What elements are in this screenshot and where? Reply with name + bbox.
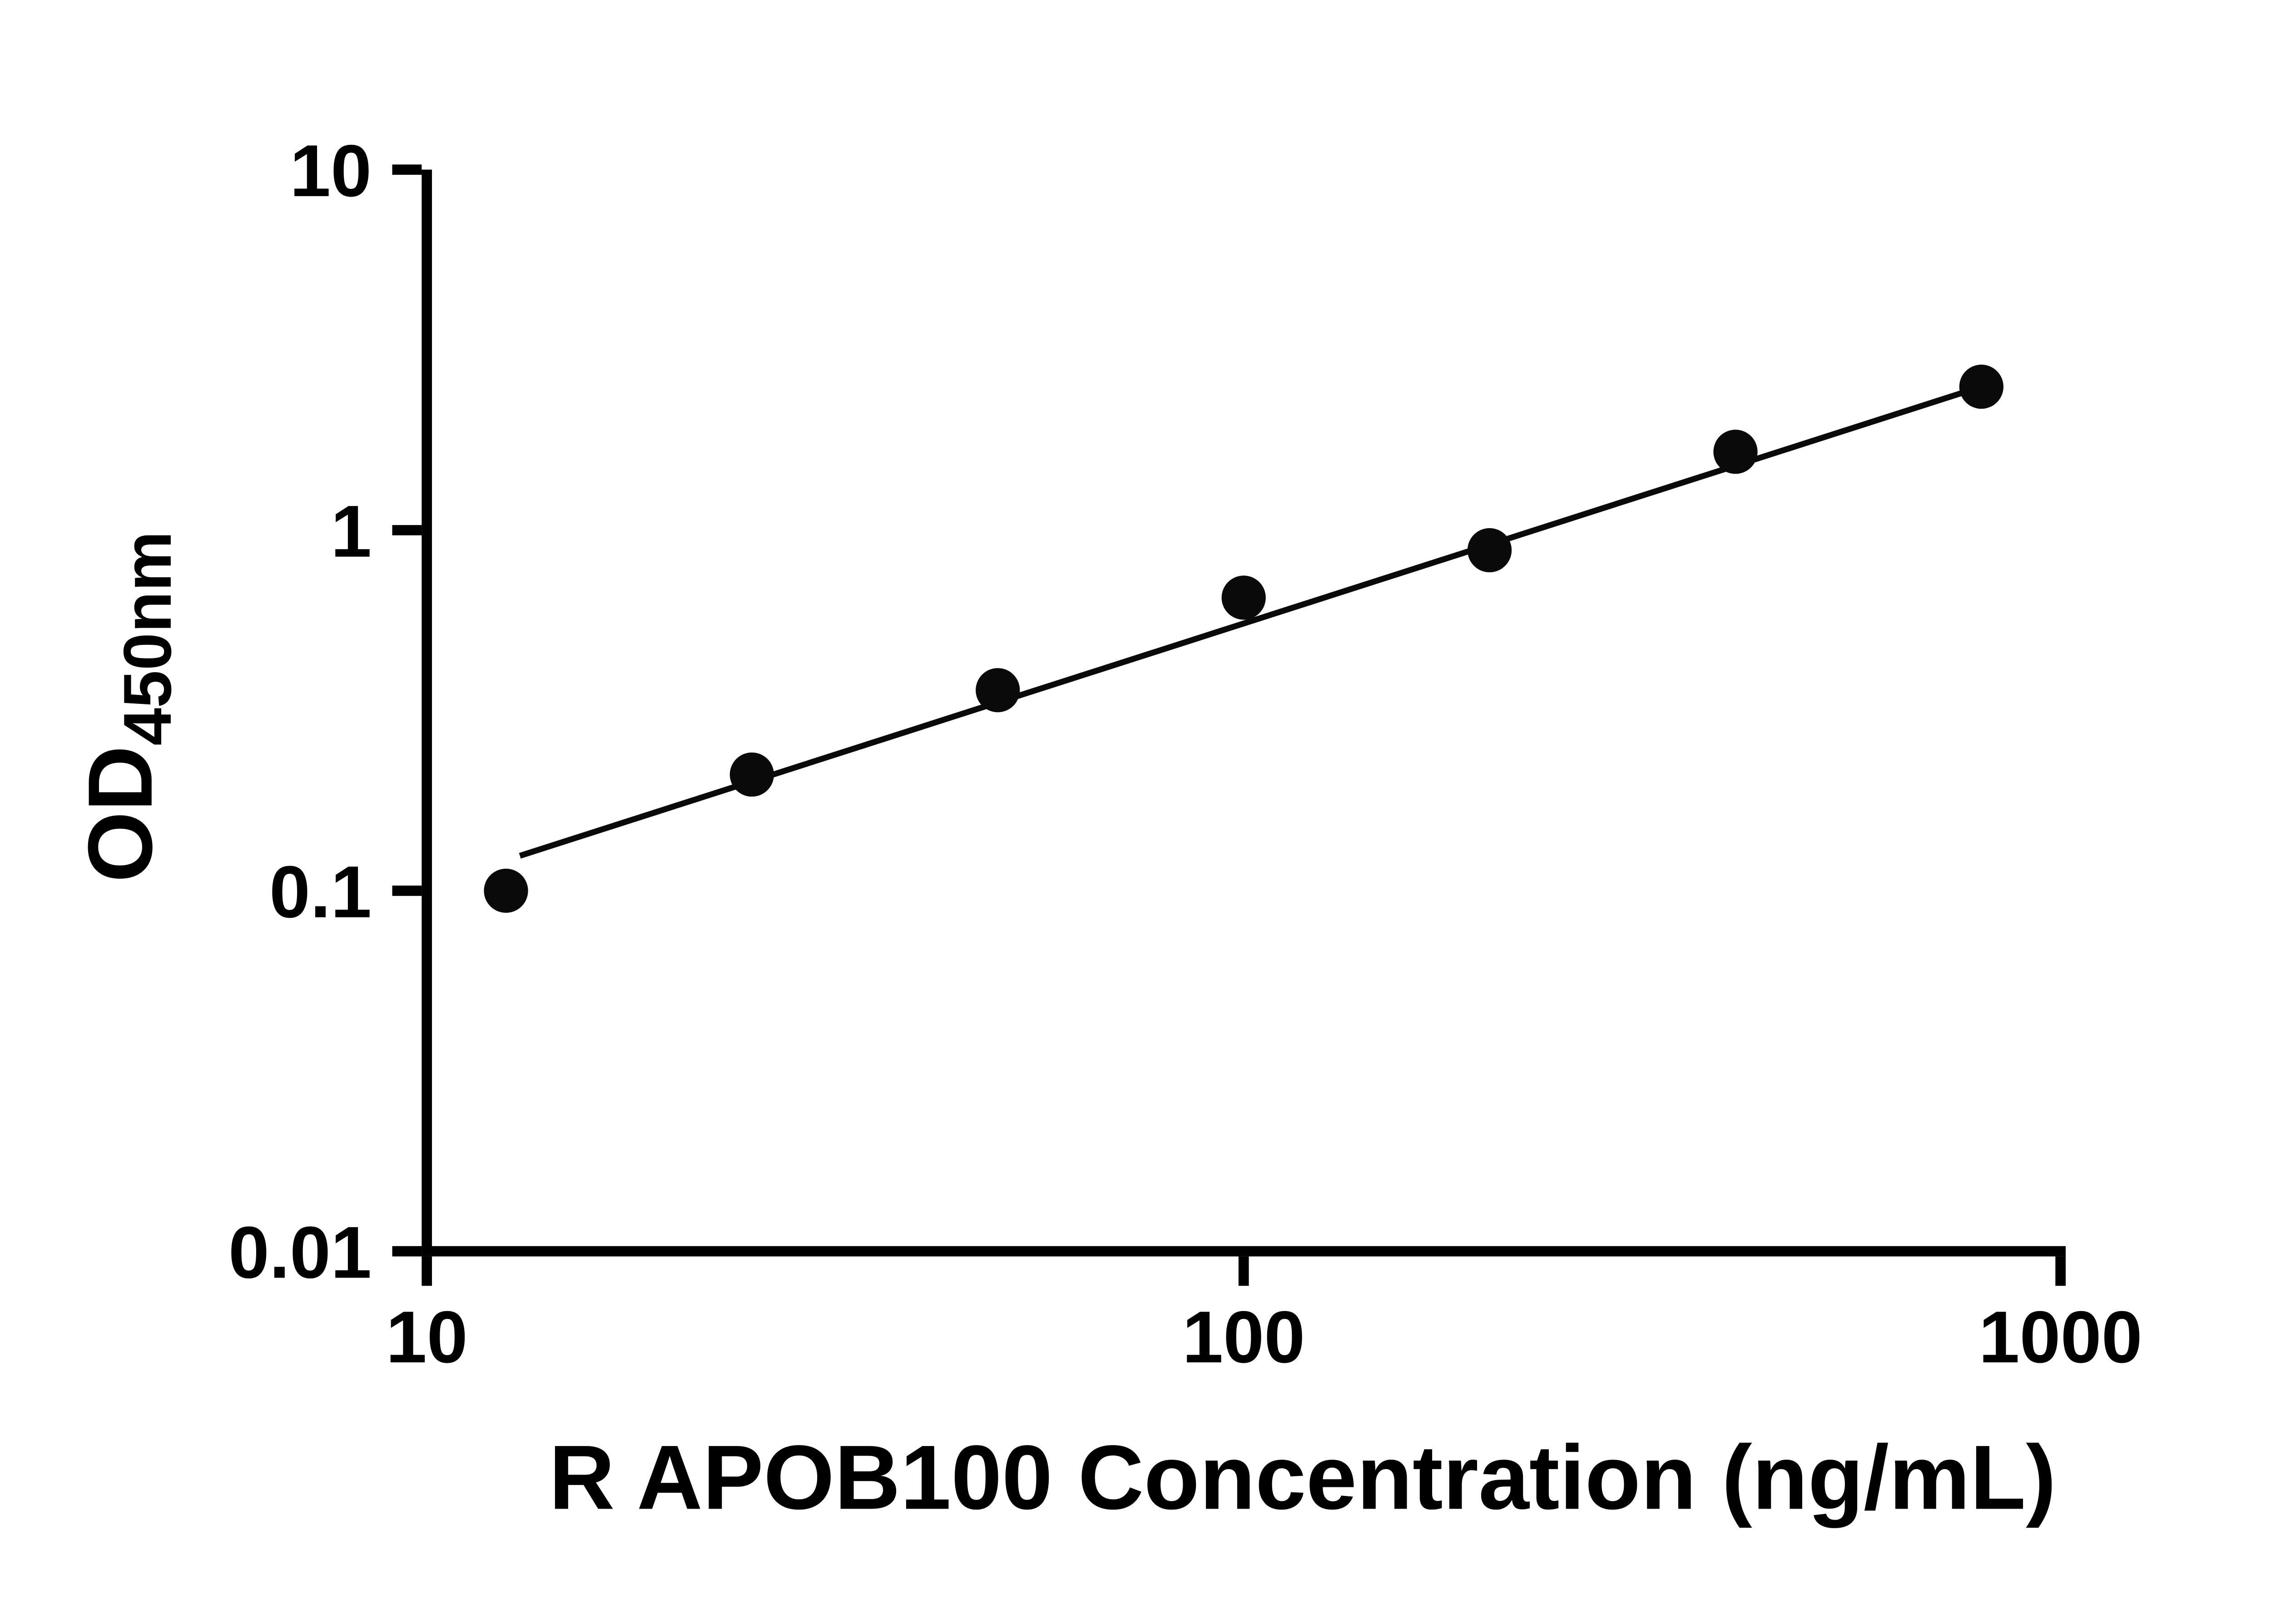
data-point <box>1221 575 1266 620</box>
x-tick-label: 1000 <box>1978 1296 2142 1378</box>
data-point <box>1959 364 2003 409</box>
x-tick-label: 100 <box>1182 1296 1305 1378</box>
y-tick-label: 10 <box>290 130 372 212</box>
y-tick-label: 0.01 <box>228 1212 372 1294</box>
data-point <box>1467 528 1512 573</box>
data-point <box>976 668 1020 713</box>
y-axis-title-sub: 450nm <box>109 531 185 746</box>
y-axis-title-main: OD <box>69 746 171 882</box>
y-axis-title: OD450nm <box>69 531 185 883</box>
y-tick-label: 1 <box>331 490 372 573</box>
x-axis-title: R APOB100 Concentration (ng/mL) <box>549 1426 2056 1528</box>
data-point <box>484 868 528 913</box>
tick-labels: 10 100 1000 0.01 0.1 1 10 <box>228 130 2142 1378</box>
data-point <box>1713 430 1758 474</box>
data-point <box>729 752 774 797</box>
y-tick-label: 0.1 <box>269 851 372 933</box>
x-tick-label: 10 <box>386 1296 468 1378</box>
axes <box>392 164 2066 1286</box>
points-group <box>484 364 2003 913</box>
